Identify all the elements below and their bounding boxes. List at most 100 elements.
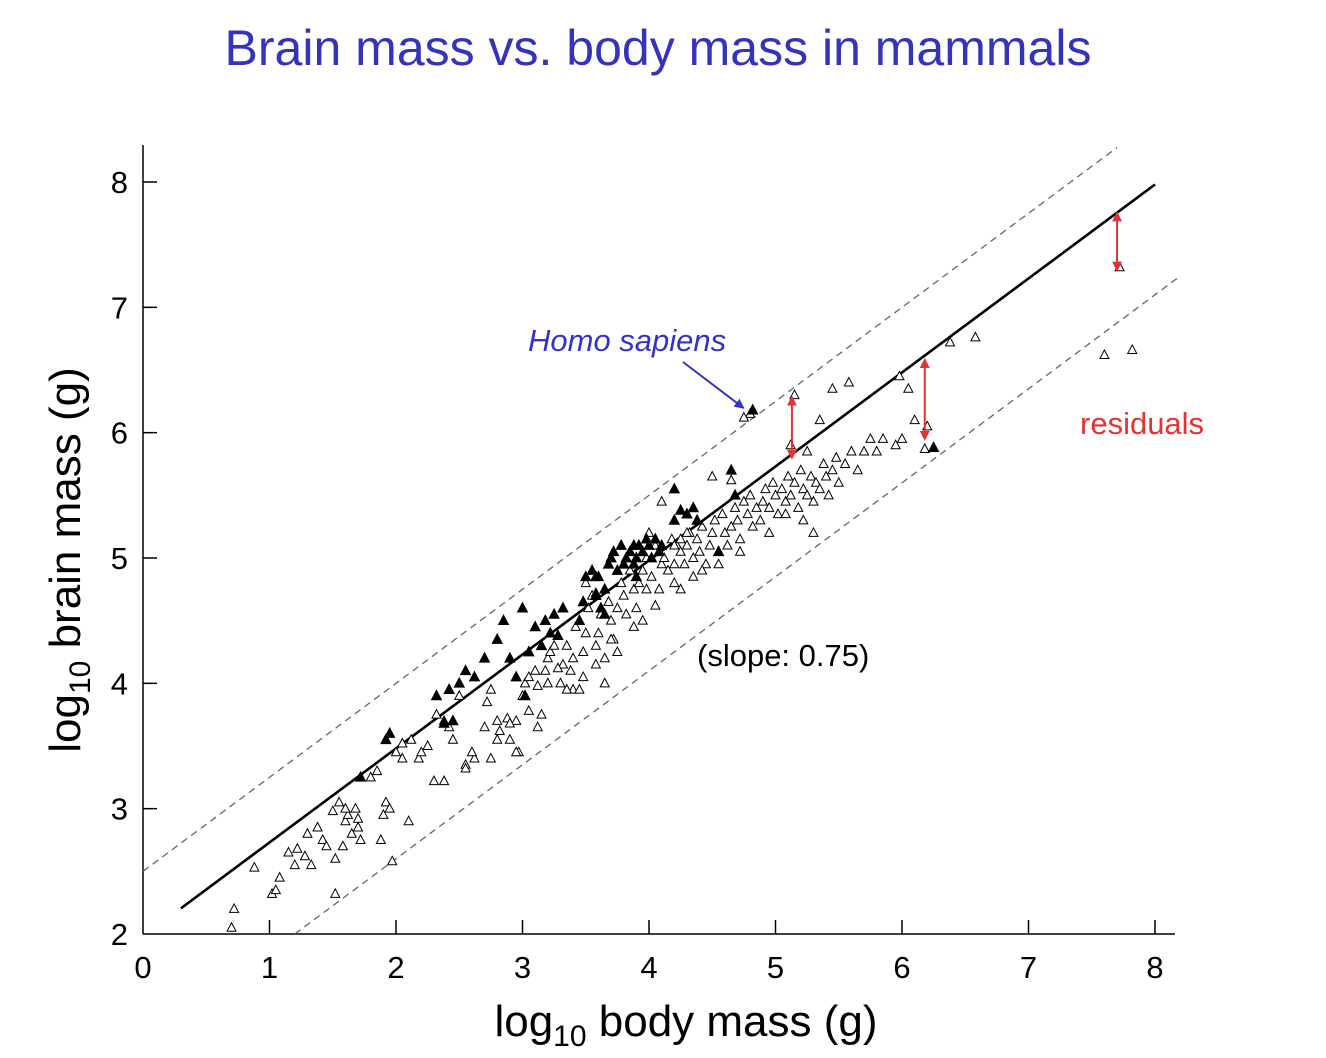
open-triangle-point (481, 696, 493, 707)
open-triangle-point (719, 526, 731, 537)
open-triangle-point (567, 683, 579, 694)
open-triangle-point (628, 620, 640, 631)
filled-triangle-point (453, 676, 466, 688)
slide-title: Brain mass vs. body mass in mammals (224, 20, 1092, 76)
open-triangle-point (337, 840, 349, 851)
open-triangle-point (770, 489, 781, 500)
filled-triangle-point (539, 614, 552, 626)
open-triangle-point (713, 558, 724, 569)
y-tick-label: 7 (111, 290, 128, 325)
filled-triangle-point (443, 683, 455, 694)
open-triangle-point (843, 376, 855, 387)
open-triangle-point (902, 382, 914, 393)
open-triangle-point (447, 733, 459, 744)
open-triangle-point (536, 708, 547, 719)
open-triangle-point (532, 679, 544, 690)
open-triangle-point (494, 724, 506, 735)
open-triangle-point (818, 457, 829, 468)
filled-triangle-point (491, 632, 503, 644)
open-triangle-point (763, 501, 775, 512)
x-tick-label: 0 (134, 950, 151, 985)
x-axis-label: log10 body mass (g) (494, 997, 877, 1053)
open-triangle-point (668, 539, 680, 550)
open-triangle-point (729, 501, 741, 512)
filled-triangle-point (579, 570, 592, 582)
fit-lines (142, 147, 1181, 935)
open-triangle-point (782, 470, 794, 481)
open-triangle-point (552, 662, 564, 673)
y-tick-label: 6 (111, 416, 128, 451)
open-triangle-point (299, 850, 311, 861)
open-triangle-point (485, 752, 497, 763)
open-triangle-point (529, 664, 541, 675)
filled-triangle-point (519, 689, 531, 701)
open-triangle-point (675, 545, 686, 556)
open-triangle-point (894, 370, 905, 381)
filled-triangle-point (620, 551, 633, 563)
open-triangle-point (618, 589, 630, 600)
open-triangle-point (570, 620, 581, 631)
open-triangle-point (820, 470, 832, 481)
filled-triangle-point (645, 551, 658, 563)
open-triangle-point (555, 677, 566, 688)
open-triangle-point (797, 482, 809, 494)
open-triangle-point (289, 858, 301, 870)
open-triangle-point (270, 884, 282, 895)
open-triangle-point (539, 664, 551, 675)
open-triangle-point (523, 704, 535, 715)
open-triangle-point (340, 802, 351, 813)
open-triangle-point (396, 737, 408, 748)
open-triangle-point (662, 564, 674, 575)
open-triangle-point (797, 514, 809, 525)
filled-triangle-point (577, 595, 590, 607)
open-triangle-point (565, 664, 576, 675)
open-triangle-point (542, 652, 554, 663)
open-triangle-point (396, 752, 408, 763)
open-triangle-point (827, 382, 838, 393)
filled-triangle-point (681, 507, 693, 519)
open-triangle-point (687, 551, 699, 562)
x-tick-label: 2 (387, 950, 404, 985)
open-triangle-point (738, 495, 750, 506)
filled-triangle-point (653, 545, 665, 557)
open-triangle-point (346, 827, 358, 838)
filled-triangle-point (430, 689, 443, 701)
open-triangle-point (283, 846, 294, 857)
filled-triangle-point (354, 770, 367, 782)
open-triangle-point (485, 683, 497, 694)
filled-triangle-point (598, 582, 611, 594)
filled-triangle-point (649, 532, 662, 544)
y-tick-label: 8 (111, 165, 128, 200)
filled-triangle-point (725, 463, 738, 475)
open-triangle-point (823, 489, 834, 500)
open-triangle-point (510, 714, 522, 725)
open-triangle-point (801, 489, 813, 500)
filled-triangle-point (586, 563, 598, 575)
open-triangle-point (274, 871, 285, 882)
open-triangle-point (785, 489, 797, 500)
upper-bound-line (142, 147, 1118, 872)
open-triangle-point (371, 764, 383, 776)
open-triangle-point (722, 539, 733, 550)
open-triangle-point (772, 508, 784, 519)
slope-label: (slope: 0.75) (697, 638, 869, 673)
filled-triangle-point (590, 589, 602, 600)
open-triangle-point (329, 887, 341, 898)
filled-triangle-point (459, 664, 472, 676)
open-triangle-point (355, 833, 366, 844)
filled-triangle-point (552, 629, 564, 641)
open-triangle-point (890, 439, 902, 450)
open-triangle-point (776, 482, 788, 494)
open-triangle-point (333, 796, 345, 807)
open-triangle-point (675, 533, 686, 544)
open-triangle-point (574, 683, 585, 694)
open-triangle-point (725, 520, 737, 531)
filled-triangle-point (438, 716, 450, 728)
open-triangle-point (871, 445, 883, 456)
filled-triangle-point (674, 503, 687, 515)
open-triangle-point (460, 762, 471, 773)
open-triangle-point (681, 539, 693, 550)
open-triangle-point (415, 746, 427, 757)
open-triangle-point (846, 445, 857, 456)
open-triangle-point (523, 670, 535, 682)
